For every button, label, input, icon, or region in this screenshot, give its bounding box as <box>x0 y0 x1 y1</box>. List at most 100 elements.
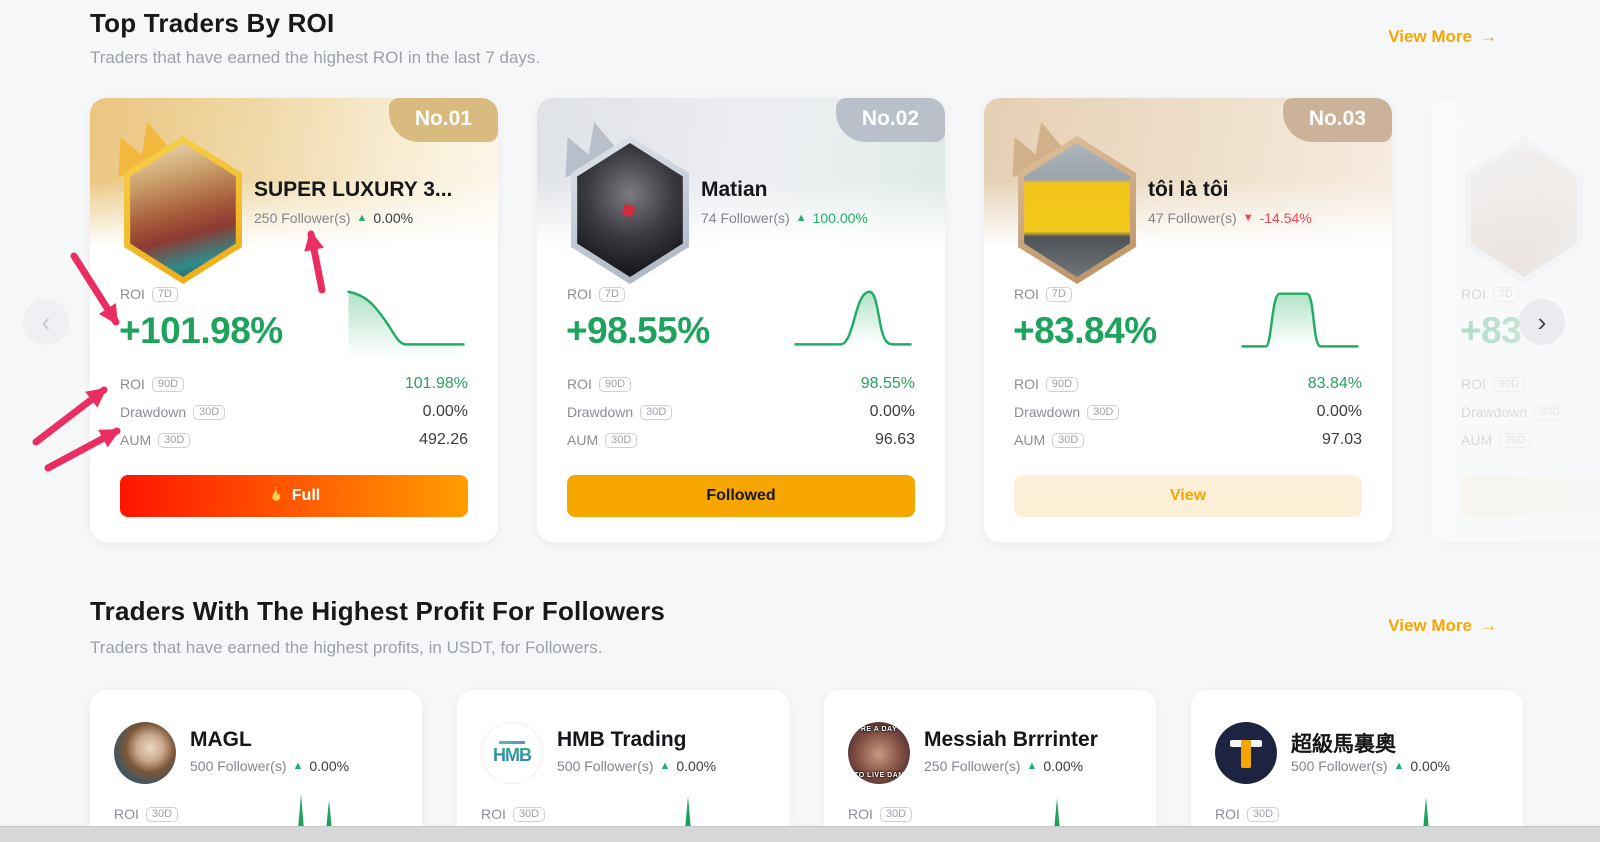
followers-messiah: 250 Follower(s) ▲ 0.00% <box>924 758 1084 774</box>
followers-change: 100.00% <box>812 210 868 226</box>
chevron-left-icon: ‹ <box>41 306 51 337</box>
full-button-label: Full <box>291 487 321 504</box>
rank-badge-2: No.02 <box>835 98 945 142</box>
period-chip-90d: 90D <box>151 376 185 392</box>
trader-card-2[interactable]: No.02 Matian 74 Follower(s) ▲ 100.00% RO… <box>537 98 945 542</box>
roi-90d-value: 83.84% <box>1307 375 1362 392</box>
roi-90d-value: 101.98% <box>404 375 468 392</box>
roi-sparkline-mario <box>1423 797 1429 826</box>
profit-card-1[interactable]: MAGL 500 Follower(s) ▲ 0.00% ROI 30D <box>90 690 422 826</box>
roi-sparkline-1 <box>347 290 465 359</box>
drawdown-value: 0.00% <box>422 403 468 420</box>
trader-name-messiah: Messiah Brrrinter <box>924 728 1098 751</box>
t-logo-stem <box>1241 740 1251 768</box>
trader-name-magl: MAGL <box>190 728 252 751</box>
stats-rows-4: ROI 90D Drawdown 30D AUM 30D <box>1461 370 1600 454</box>
carousel-next-button[interactable]: › <box>1519 299 1565 345</box>
drawdown-value: 0.00% <box>869 403 915 420</box>
avatar-3 <box>1010 121 1144 284</box>
stats-rows-1: ROI 90D 101.98% Drawdown 30D 0.00% AUM 30D … <box>120 370 468 454</box>
roi-sparkline-messiah <box>1054 798 1060 826</box>
followers-change: -14.54% <box>1259 210 1312 226</box>
roi-view-more-link[interactable]: View More → <box>1388 27 1497 47</box>
view-button[interactable]: View <box>1014 475 1362 517</box>
stats-rows-2: ROI 90D 98.55% Drawdown 30D 0.00% AUM 30D 9… <box>567 370 915 454</box>
followed-button-label: Followed <box>706 487 776 504</box>
roi-90d-row: ROI 90D 98.55% <box>567 375 915 392</box>
followed-button[interactable]: Followed <box>567 475 915 517</box>
up-triangle-icon: ▲ <box>1026 760 1038 772</box>
followers-hmb: 500 Follower(s) ▲ 0.00% <box>557 758 717 774</box>
trader-name-1: SUPER LUXURY 3... <box>254 178 453 201</box>
roi-sparkline-2 <box>794 290 912 346</box>
aum-row: AUM 30D 97.03 <box>1014 431 1362 448</box>
up-triangle-icon: ▲ <box>795 212 807 224</box>
aum-value: 96.63 <box>874 431 915 448</box>
aum-value: 492.26 <box>419 431 468 448</box>
carousel-prev-button[interactable]: ‹ <box>23 299 69 345</box>
aum-row: AUM 30D 492.26 <box>120 431 468 448</box>
trader-followers-1: 250 Follower(s) ▲ 0.00% <box>254 210 413 226</box>
profit-card-3[interactable]: RE A DAY TO LIVE DAN Messiah Brrrinter 2… <box>824 690 1156 826</box>
arrow-right-icon: → <box>1480 27 1497 46</box>
rank-badge-1: No.01 <box>388 98 498 142</box>
up-triangle-icon: ▲ <box>659 760 671 772</box>
avatar-magl <box>114 722 176 784</box>
roi-7d-value-3: +83.84% <box>1013 310 1157 351</box>
up-triangle-icon: ▲ <box>292 760 304 772</box>
roi-7d-label: ROI 7D <box>567 286 625 302</box>
drawdown-value: 0.00% <box>1316 403 1362 420</box>
stats-rows-3: ROI 90D 83.84% Drawdown 30D 0.00% AUM 30D 9… <box>1014 370 1362 454</box>
period-chip-30d: 30D <box>158 432 191 448</box>
profit-view-more-link[interactable]: View More → <box>1388 616 1497 636</box>
roi-90d-row: ROI 90D 83.84% <box>1014 375 1362 392</box>
view-button-partial[interactable] <box>1461 475 1600 517</box>
roi-7d-label: ROI 7D <box>120 286 178 302</box>
trader-name-2: Matian <box>701 178 768 201</box>
flame-icon <box>272 487 280 501</box>
up-triangle-icon: ▲ <box>1393 760 1405 772</box>
roi-30d-label: ROI 30D <box>1215 806 1280 822</box>
roi-30d-label: ROI 30D <box>481 806 546 822</box>
section-profit-title: Traders With The Highest Profit For Foll… <box>90 596 666 626</box>
aum-row: AUM 30D 96.63 <box>567 431 915 448</box>
trader-followers-2: 74 Follower(s) ▲ 100.00% <box>701 210 868 226</box>
followers-mario: 500 Follower(s) ▲ 0.00% <box>1291 758 1451 774</box>
drawdown-row: Drawdown 30D 0.00% <box>120 403 468 420</box>
silver-crown-icon <box>565 121 625 178</box>
period-chip-7d: 7D <box>151 286 178 302</box>
trader-card-1[interactable]: No.01 SUPER LUXURY 3... 250 Follower(s) … <box>90 98 498 542</box>
roi-sparkline-3 <box>1241 292 1359 348</box>
up-triangle-icon: ▲ <box>356 212 368 224</box>
avatar-1 <box>116 121 250 284</box>
full-button[interactable]: Full <box>120 475 468 517</box>
trader-card-4-partial[interactable]: ROI 7D +83 ROI 90D Drawdown 30D AUM 30D <box>1431 98 1600 542</box>
roi-sparkline-magl <box>298 794 332 826</box>
gold-crown-icon <box>118 121 178 178</box>
avatar-tether <box>1215 722 1277 784</box>
followers-change: 0.00% <box>373 210 414 226</box>
arrow-right-icon: → <box>1480 616 1497 635</box>
aum-value: 97.03 <box>1321 431 1362 448</box>
roi-7d-value-1: +101.98% <box>119 310 283 351</box>
roi-30d-label: ROI 30D <box>114 806 179 822</box>
trader-name-mario: 超級馬裏奧 <box>1291 733 1396 756</box>
hmb-logo-text: HMB <box>493 744 532 765</box>
section-profit-subtitle: Traders that have earned the highest pro… <box>90 638 603 657</box>
down-triangle-icon: ▼ <box>1242 212 1254 224</box>
section-roi-subtitle: Traders that have earned the highest ROI… <box>90 48 541 67</box>
profit-card-4[interactable]: 超級馬裏奧 500 Follower(s) ▲ 0.00% ROI 30D <box>1191 690 1523 826</box>
roi-90d-value: 98.55% <box>860 375 915 392</box>
roi-sparkline-hmb <box>685 796 691 826</box>
avatar-hmb: HMB <box>481 722 543 784</box>
chevron-right-icon: › <box>1537 306 1547 337</box>
profit-card-2[interactable]: HMB HMB Trading 500 Follower(s) ▲ 0.00% … <box>457 690 789 826</box>
followers-magl: 500 Follower(s) ▲ 0.00% <box>190 758 350 774</box>
trader-followers-3: 47 Follower(s) ▼ -14.54% <box>1148 210 1312 226</box>
avatar-4 <box>1457 136 1591 284</box>
section-roi-title: Top Traders By ROI <box>90 8 335 38</box>
roi-7d-label: ROI 7D <box>1461 286 1519 302</box>
trader-card-3[interactable]: No.03 tôi là tôi 47 Follower(s) ▼ -14.54… <box>984 98 1392 542</box>
roi-90d-row: ROI 90D 101.98% <box>120 375 468 392</box>
